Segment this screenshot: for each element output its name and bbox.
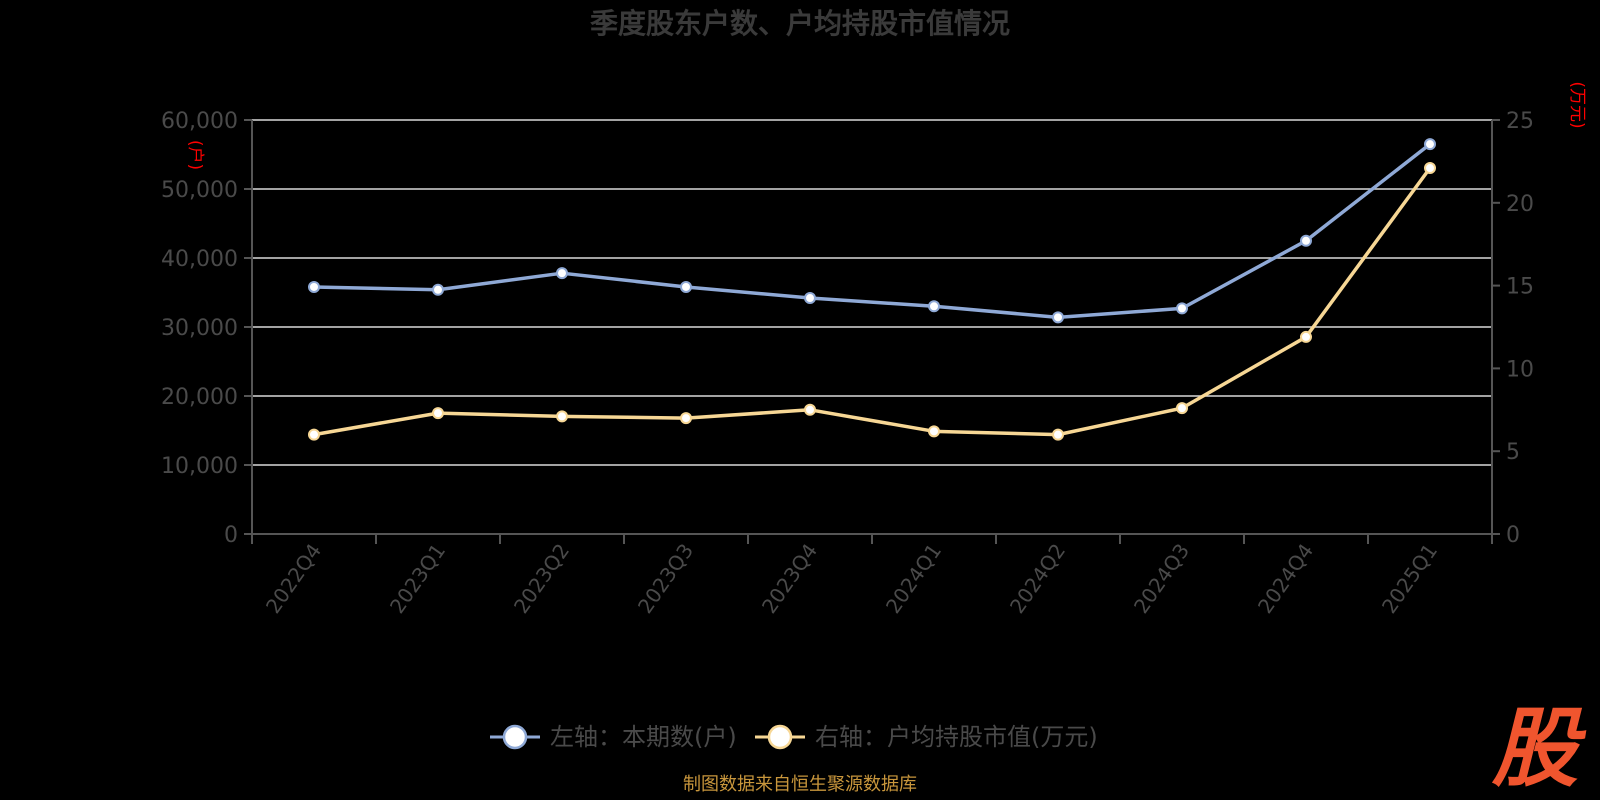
left-axis-tick-label: 60,000 [161, 109, 238, 134]
series-line-0 [313, 142, 1432, 320]
logo-glyph: 股 [1491, 699, 1587, 799]
series-1-point [1424, 162, 1436, 175]
series-1-point [928, 425, 940, 438]
left-axis-tick-label: 10,000 [161, 454, 238, 479]
x-axis-tick-label: 2024Q1 [881, 539, 946, 618]
right-axis-unit: (万元) [1567, 81, 1587, 128]
series-0-point [432, 283, 444, 296]
series-1-point [432, 407, 444, 420]
series-0-point [1176, 302, 1188, 315]
legend-label-right: 右轴：户均持股市值(万元) [815, 723, 1098, 751]
x-axis-tick-label: 2023Q4 [757, 539, 822, 618]
legend-marker-right [767, 724, 793, 750]
left-axis-tick-label: 50,000 [161, 178, 238, 203]
series-0-point [308, 280, 320, 293]
x-axis-tick-label: 2024Q3 [1129, 539, 1194, 618]
series-1-point [804, 403, 816, 416]
axis-layer: 0 10,000 20,000 30,000 40,000 50,000 60,000 0 5 1… [161, 109, 1534, 618]
series-1-point [1052, 428, 1064, 441]
series-1-point [1176, 402, 1188, 415]
x-axis-tick-label: 2022Q4 [261, 539, 326, 618]
series-0-point [804, 292, 816, 305]
series-0-point [680, 280, 692, 293]
legend[interactable]: 左轴：本期数(户) 右轴：户均持股市值(万元) [490, 723, 1098, 751]
left-axis-unit: (户) [185, 140, 205, 170]
legend-item-right-series[interactable]: 右轴：户均持股市值(万元) [755, 723, 1098, 751]
left-axis-tick-label: 40,000 [161, 247, 238, 272]
series-0-point [1424, 138, 1436, 151]
series-0-point [1300, 234, 1312, 247]
right-axis-tick-label: 10 [1506, 357, 1534, 382]
series-1-point [556, 410, 568, 423]
series-layer [308, 138, 1436, 441]
right-axis-tick-label: 15 [1506, 275, 1534, 300]
legend-marker-left [502, 724, 528, 750]
legend-label-left: 左轴：本期数(户) [550, 723, 737, 751]
x-axis-tick-label: 2023Q3 [633, 539, 698, 618]
right-axis-tick-label: 5 [1506, 440, 1520, 465]
series-0-point [928, 300, 940, 313]
series-line-1 [313, 166, 1432, 437]
x-axis-tick-label: 2025Q1 [1377, 539, 1442, 618]
right-axis-tick-label: 0 [1506, 523, 1520, 548]
left-axis-tick-label: 0 [224, 523, 238, 548]
chart-title: 季度股东户数、户均持股市值情况 [590, 7, 1010, 40]
series-1-point [1300, 330, 1312, 343]
left-axis-tick-label: 20,000 [161, 385, 238, 410]
x-axis-tick-label: 2023Q2 [509, 539, 574, 618]
right-axis-tick-label: 20 [1506, 192, 1534, 217]
right-axis-tick-label: 25 [1506, 109, 1534, 134]
x-axis-tick-label: 2023Q1 [385, 539, 450, 618]
left-axis-tick-label: 30,000 [161, 316, 238, 341]
series-0-point [1052, 311, 1064, 324]
grid-layer [252, 119, 1492, 466]
series-0-point [556, 267, 568, 280]
legend-item-left-series[interactable]: 左轴：本期数(户) [490, 723, 737, 751]
logo-watermark: 股 [1491, 699, 1587, 799]
source-note: 制图数据来自恒生聚源数据库 [683, 774, 917, 795]
x-axis-tick-label: 2024Q2 [1005, 539, 1070, 618]
series-1-point [308, 428, 320, 441]
series-1-point [680, 412, 692, 425]
x-axis-tick-label: 2024Q4 [1253, 539, 1318, 618]
